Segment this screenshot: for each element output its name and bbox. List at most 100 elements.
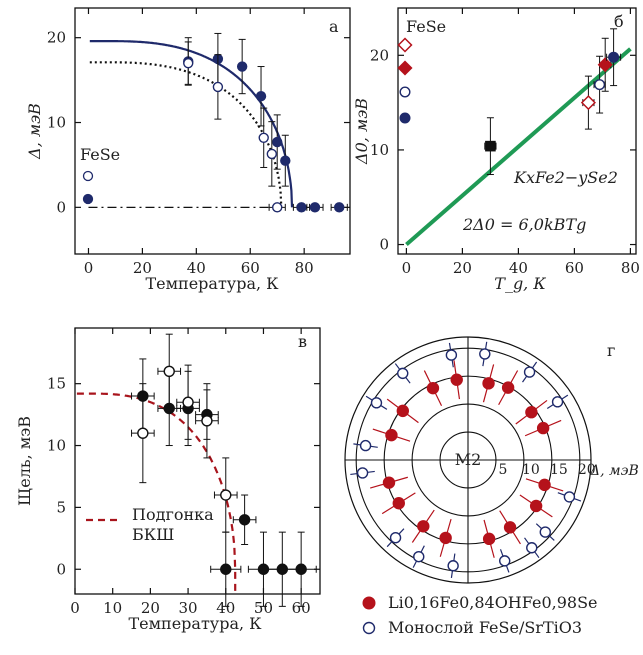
panel-a-x-tick-label: 60 <box>241 259 260 277</box>
panel-c-x-axis-label: Температура, К <box>128 614 262 633</box>
panel-d-red-point <box>450 373 463 386</box>
panel-a-point <box>272 202 283 213</box>
panel-b: 0 20 40 60 80 0 10 20 б FeSe KxFe2−ySe2 2Δ0 = 6… <box>352 7 640 293</box>
panel-d: 5 10 15 20 г M2 Δ, мэВ Li0,16Fe0,84OHFe0,98… <box>344 336 639 637</box>
panel-a-y-axis-label: Δ, мэВ <box>25 103 44 160</box>
panel-b-frame <box>397 7 637 255</box>
panel-d-navy-point <box>499 555 511 567</box>
panel-a-x-tick-label: 0 <box>84 259 94 277</box>
panel-b-point <box>594 79 606 91</box>
panel-d-navy-point <box>447 560 459 572</box>
panel-c-point <box>201 415 213 427</box>
panel-c-label: в <box>298 332 307 351</box>
panel-b-x-tick-label: 20 <box>453 259 472 277</box>
panel-d-radial-tick-label: 20 <box>578 462 596 478</box>
panel-c-x-tick-label: 50 <box>254 599 273 617</box>
panel-b-x-tick-label: 0 <box>402 259 412 277</box>
panel-a-y-tick-label: 20 <box>47 29 66 47</box>
panel-d-label: г <box>607 341 615 360</box>
panel-d-navy-point <box>479 348 491 360</box>
panel-a-y-tick-label: 0 <box>56 198 66 216</box>
panel-d-red-point <box>482 532 496 546</box>
panel-d-red-point <box>536 421 550 435</box>
panel-a-point <box>334 202 345 213</box>
panel-a-point <box>255 91 267 102</box>
panel-b-fit-label: 2Δ0 = 6,0kBTg <box>462 215 586 234</box>
panel-b-legend-marker <box>397 60 413 76</box>
panel-b-x-axis-label: T_g, К <box>494 274 546 293</box>
panel-a-fit-curve-dotted <box>89 61 283 208</box>
panel-d-radial-tick-label: 10 <box>522 462 540 478</box>
panel-d-radial-label: Δ, мэВ <box>589 463 639 479</box>
panel-c-y-tick-label: 5 <box>56 498 66 516</box>
panel-c-point <box>220 563 232 575</box>
panel-d-red-point <box>417 520 430 533</box>
panel-c-y-axis-label: Щель, мэВ <box>15 416 34 506</box>
panel-d-navy-point <box>370 397 383 409</box>
panel-d-red-point <box>426 381 440 395</box>
panel-b-point <box>580 95 596 111</box>
panel-d-red-point <box>385 428 398 442</box>
panel-d-red-point <box>525 406 538 419</box>
panel-b-y-tick-label: 20 <box>370 46 389 64</box>
panel-c-y-tick-label: 15 <box>47 375 66 393</box>
panel-d-red-point <box>392 497 405 510</box>
panel-c-point <box>137 427 149 439</box>
panel-c-y-tick-label: 10 <box>47 437 66 455</box>
panel-c-x-tick-label: 10 <box>103 599 122 617</box>
panel-b-legend-title: FeSe <box>406 17 446 36</box>
panel-d-radial-tick-label: 15 <box>550 462 568 478</box>
panel-b-point <box>485 140 496 152</box>
panel-a-legend-open-circle <box>82 170 94 182</box>
panel-b-legend-marker <box>399 86 411 98</box>
panel-b-x-tick-label: 40 <box>509 259 528 277</box>
panel-a-frame <box>74 7 351 255</box>
panel-d-navy-point <box>413 550 425 563</box>
panel-d-red-point <box>482 377 495 390</box>
panel-d-radial-tick-label: 5 <box>498 462 507 478</box>
panel-d-red-point <box>382 476 396 489</box>
panel-d-navy-point <box>359 439 372 452</box>
panel-b-fit-line <box>405 47 632 247</box>
panel-d-legend-navy-label: Монослой FeSe/SrTiO3 <box>388 618 582 637</box>
panel-b-x-tick-label: 60 <box>565 259 584 277</box>
panel-c-x-tick-label: 60 <box>292 599 311 617</box>
panel-a-point <box>212 81 224 93</box>
panel-a-label: а <box>329 17 339 36</box>
panel-b-y-axis-label: Δ0, мэВ <box>352 98 371 165</box>
panel-d-red-point <box>501 381 515 394</box>
panel-a-x-tick-label: 20 <box>133 259 152 277</box>
panel-d-navy-point <box>523 366 536 378</box>
panel-a-point <box>309 202 321 213</box>
panel-c-point <box>182 396 194 408</box>
panel-d-navy-point <box>526 542 538 554</box>
panel-b-compound-label: KxFe2−ySe2 <box>513 168 618 187</box>
panel-b-y-tick-label: 0 <box>379 236 389 254</box>
panel-d-red-point <box>439 531 452 545</box>
panel-c-x-tick-label: 30 <box>179 599 198 617</box>
panel-a-point <box>272 136 283 148</box>
panel-a: 0 20 40 60 80 0 10 20 а FeSe Температура, К Δ, … <box>25 7 351 293</box>
panel-d-navy-point <box>356 467 369 479</box>
panel-a-x-tick-label: 80 <box>295 259 314 277</box>
panel-c-point <box>163 365 175 378</box>
panel-d-red-point <box>538 478 551 492</box>
panel-c-y-tick-label: 0 <box>56 560 66 578</box>
panel-a-point <box>266 148 278 160</box>
panel-d-legend-navy-marker <box>362 621 376 635</box>
panel-b-label: б <box>614 12 624 31</box>
panel-b-point <box>597 57 613 73</box>
panel-b-point <box>608 51 620 63</box>
panel-a-point <box>236 61 248 72</box>
panel-c-point <box>238 514 251 526</box>
panel-d-navy-point <box>539 526 551 538</box>
panel-c-x-tick-label: 0 <box>70 599 80 617</box>
panel-a-legend-filled-circle <box>82 193 94 205</box>
panel-c-point <box>220 489 232 501</box>
panel-c-frame <box>74 327 321 595</box>
panel-b-x-tick-label: 80 <box>621 259 640 277</box>
panel-d-legend-red-marker <box>362 596 376 610</box>
panel-b-legend-marker <box>397 37 413 53</box>
panel-a-point <box>296 202 307 213</box>
